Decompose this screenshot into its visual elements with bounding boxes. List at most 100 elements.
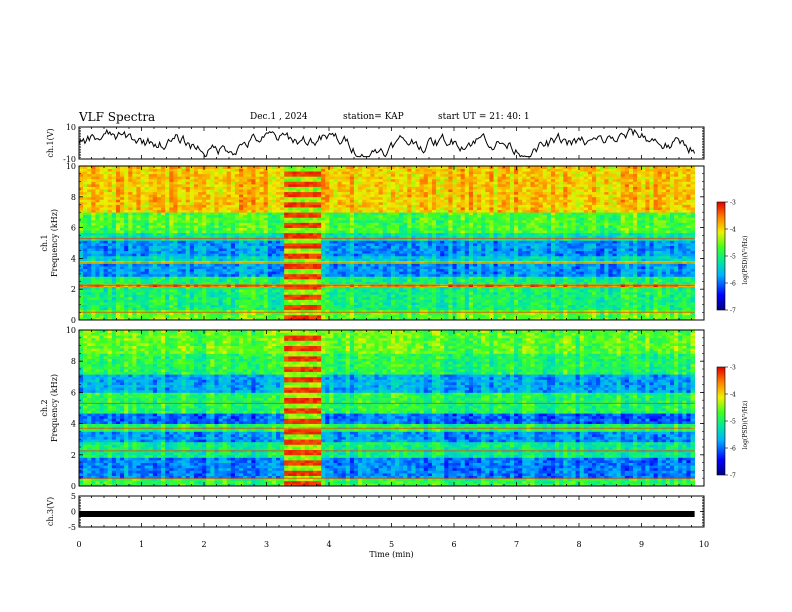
ch1-spectrogram-cell — [177, 212, 182, 216]
ch1-spectrogram-cell — [103, 181, 109, 185]
ch1-spectrogram-cell — [382, 266, 388, 270]
ch1-spectrogram-cell — [218, 201, 224, 205]
ch1-spectrogram-cell — [148, 317, 154, 321]
ch1-spectrogram-cell — [280, 271, 285, 275]
ch1-spectrogram-cell — [132, 255, 137, 259]
ch1-spectrogram-cell — [185, 276, 191, 280]
ch1-spectrogram-cell — [124, 289, 129, 293]
ch1-spectrogram-cell — [169, 317, 174, 321]
ch1-spectrogram-cell — [341, 217, 347, 221]
ch1-spectrogram-cell — [333, 278, 338, 282]
ch1-spectrogram-cell — [247, 248, 252, 252]
ch1-spectrogram-cell — [230, 255, 236, 259]
ch1-spectrogram-cell — [243, 286, 248, 290]
ch1-spectrogram-cell — [234, 214, 240, 218]
ch1-spectrogram-cell — [156, 196, 162, 200]
ch1-spectrogram-cell — [124, 302, 129, 305]
ch1-spectrogram-cell — [124, 232, 129, 236]
ch1-spectrogram-cell — [214, 209, 219, 213]
ch1-spectrogram-cell — [189, 250, 195, 254]
ch1-spectrogram-cell — [280, 230, 285, 234]
ch1-spectrogram-cell — [230, 178, 236, 182]
ch1-spectrogram-cell — [407, 266, 412, 270]
ch1-spectrogram-cell — [333, 268, 338, 272]
ch1-spectrogram-cell — [308, 199, 314, 203]
ch1-spectrogram-cell — [169, 258, 174, 262]
ch1-spectrogram-cell — [390, 237, 396, 241]
ch1-spectrogram-cell — [140, 178, 146, 182]
ch1-spectrogram-cell — [152, 232, 158, 236]
ch1-spectrogram-cell — [378, 194, 384, 198]
ch1-spectrogram-cell — [333, 209, 338, 213]
ch1-spectrogram-cell — [214, 291, 219, 295]
ch1-spectrogram-cell — [288, 289, 293, 293]
ch1-spectrogram-cell — [399, 191, 404, 195]
ch1-spectrogram-cell — [325, 178, 330, 182]
ch1-spectrogram-cell — [308, 183, 314, 187]
ch1-spectrogram-cell — [156, 276, 162, 280]
ch1-spectrogram-cell — [95, 263, 100, 267]
ch1-spectrogram-cell — [267, 278, 273, 282]
ch1-spectrogram-cell — [341, 260, 347, 264]
ch1-spectrogram-cell — [263, 217, 269, 221]
ch1-spectrogram-cell — [312, 286, 318, 290]
ch1-spectrogram-cell — [378, 266, 384, 270]
ch1-spectrogram-cell — [206, 183, 211, 187]
ch1-spectrogram-cell — [161, 230, 166, 234]
ch1-spectrogram-cell — [288, 255, 293, 259]
ch1-spectrogram-cell — [345, 289, 351, 293]
ch1-spectrogram-cell — [296, 307, 302, 311]
ch1-spectrogram-cell — [374, 217, 379, 221]
ch1-spectrogram-cell — [185, 260, 191, 264]
ch1-spectrogram-cell — [152, 304, 158, 308]
ch1-spectrogram-cell — [128, 171, 133, 175]
ch1-spectrogram-cell — [271, 168, 277, 172]
ch1-spectrogram-cell — [403, 178, 408, 182]
ch1-spectrogram-cell — [395, 166, 400, 169]
ch1-spectrogram-cell — [378, 240, 384, 244]
ch1-spectrogram-cell — [152, 278, 158, 282]
ch1-spectrogram-cell — [120, 227, 125, 231]
ch1-spectrogram-cell — [382, 296, 388, 300]
ch1-spectrogram-cell — [189, 253, 195, 257]
ch1-spectrogram-cell — [271, 166, 277, 169]
ch1-spectrogram-cell — [399, 281, 404, 285]
ch1-spectrogram-cell — [165, 209, 170, 213]
ch1-spectrogram-cell — [95, 248, 100, 252]
ch1-spectrogram-cell — [214, 232, 219, 236]
ch1-spectrogram-cell — [181, 276, 187, 280]
ch1-spectrogram-cell — [415, 209, 421, 213]
ch1-spectrogram-cell — [128, 317, 133, 321]
ch1-spectrogram-cell — [144, 276, 150, 280]
ch1-spectrogram-cell — [341, 273, 347, 277]
ch1-spectrogram-cell — [403, 225, 408, 228]
ch1-spectrogram-cell — [239, 268, 244, 272]
ch1-spectrogram-cell — [144, 217, 150, 221]
ch1-spectrogram-cell — [255, 258, 260, 262]
ch1-spectrogram-cell — [181, 168, 187, 172]
ch1-spectrogram-cell — [304, 240, 310, 244]
ch1-spectrogram-cell — [247, 186, 252, 190]
ch1-spectrogram-cell — [284, 263, 289, 267]
ch1-spectrogram-cell — [386, 253, 392, 257]
ch1-spectrogram-cell — [382, 302, 388, 305]
ch1-spectrogram-cell — [407, 245, 412, 249]
ch1-spectrogram-cell — [95, 171, 100, 175]
ch1-spectrogram-cell — [177, 317, 182, 321]
ch1-spectrogram-cell — [243, 317, 248, 321]
ch1-spectrogram-cell — [87, 181, 92, 185]
ch1-spectrogram-cell — [300, 189, 306, 193]
ch1-spectrogram-cell — [247, 173, 252, 177]
ch1-spectrogram-cell — [271, 186, 277, 190]
ch1-spectrogram-cell — [276, 312, 281, 316]
ch1-spectrogram-cell — [185, 309, 191, 313]
ch1-spectrogram-cell — [107, 289, 113, 293]
ch1-spectrogram-cell — [411, 237, 416, 241]
ch1-spectrogram-cell — [353, 255, 359, 259]
ch1-spectrogram-cell — [115, 227, 121, 231]
ch1-spectrogram-cell — [95, 309, 100, 313]
ch1-spectrogram-cell — [386, 245, 392, 249]
ch1-spectrogram-cell — [193, 173, 199, 177]
ch1-spectrogram-cell — [362, 166, 367, 169]
ch1-spectrogram-cell — [243, 237, 248, 241]
